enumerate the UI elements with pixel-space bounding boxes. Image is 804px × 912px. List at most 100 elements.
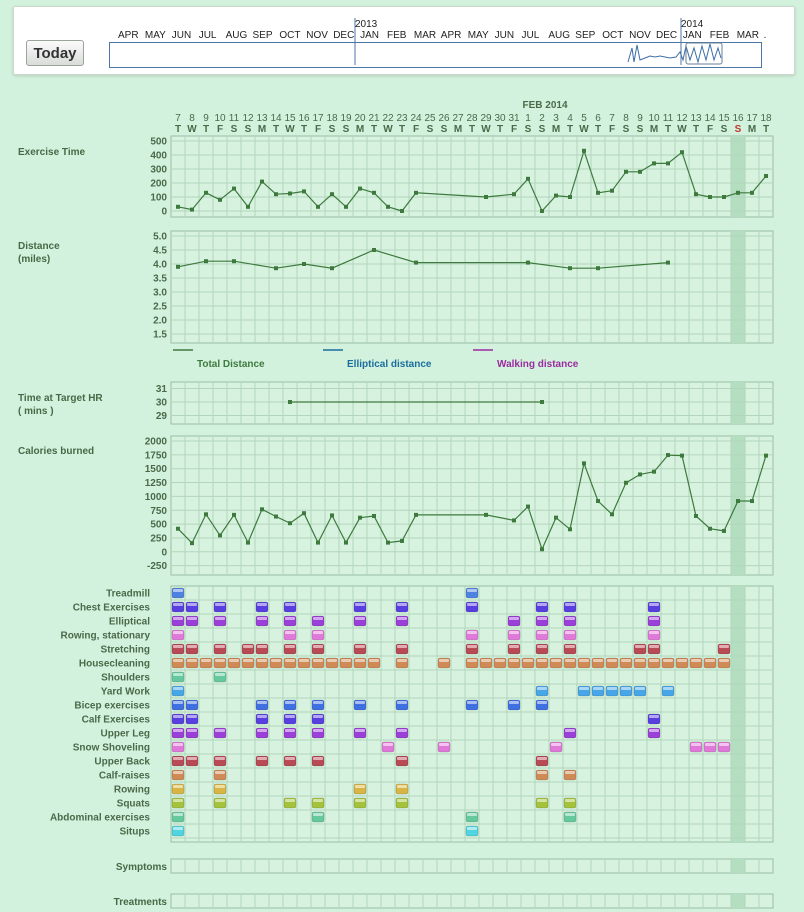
- activity-marker-highlight: [397, 757, 407, 760]
- activity-marker-highlight: [355, 785, 365, 788]
- y-tick-label: 29: [156, 411, 168, 422]
- activity-marker-highlight: [691, 743, 701, 746]
- activity-marker-highlight: [397, 785, 407, 788]
- navigator-overview[interactable]: APR MAY JUN JUL AUG SEP OCT NOV DEC JAN FEB MAR APR M…: [118, 18, 766, 65]
- activity-marker-highlight: [537, 757, 547, 760]
- activity-marker-highlight: [285, 715, 295, 718]
- day-number-label: 18: [760, 113, 772, 124]
- weekday-label: T: [371, 124, 377, 135]
- nav-month-label: JUL: [522, 30, 540, 41]
- activity-marker-highlight: [257, 701, 267, 704]
- activity-marker-highlight: [635, 645, 645, 648]
- weekday-label: T: [273, 124, 279, 135]
- panel-background: [170, 585, 774, 843]
- activity-marker-highlight: [187, 757, 197, 760]
- exercise-time-point: [204, 190, 208, 195]
- activity-marker-highlight: [439, 743, 449, 746]
- y-tick-label: 100: [150, 193, 167, 204]
- day-number-label: 13: [256, 113, 268, 124]
- activity-marker-highlight: [565, 645, 575, 648]
- activity-marker-highlight: [523, 659, 533, 662]
- distance-legend: Total Distance Elliptical distance Walki…: [173, 349, 579, 370]
- activity-marker-highlight: [215, 785, 225, 788]
- y-tick-label: 2.5: [153, 302, 167, 313]
- y-tick-label: 2000: [145, 437, 168, 448]
- weekday-label: M: [552, 124, 560, 135]
- calories-point: [624, 480, 628, 485]
- target-hr-panel: Time at Target HR ( mins ): [18, 393, 103, 417]
- activity-marker-highlight: [355, 617, 365, 620]
- day-number-label: 23: [396, 113, 408, 124]
- day-number-label: 16: [732, 113, 744, 124]
- weekday-label: M: [454, 124, 462, 135]
- y-tick-label: 300: [150, 165, 167, 176]
- legend-total-label: Total Distance: [197, 359, 265, 370]
- activity-marker-highlight: [201, 659, 211, 662]
- activity-marker-highlight: [565, 813, 575, 816]
- exercise-time-point: [526, 176, 530, 181]
- activity-marker-highlight: [719, 743, 729, 746]
- y-tick-label: -250: [147, 561, 167, 572]
- weekday-label: F: [707, 124, 713, 135]
- weekday-label: F: [315, 124, 321, 135]
- activity-marker-highlight: [467, 701, 477, 704]
- activity-label: Shoulders: [101, 673, 150, 684]
- weekday-label: W: [285, 124, 295, 135]
- y-tick-label: 0: [161, 207, 167, 218]
- activity-marker-highlight: [467, 603, 477, 606]
- activity-marker-highlight: [579, 687, 589, 690]
- exercise-time-point: [610, 188, 614, 193]
- activity-marker-highlight: [467, 659, 477, 662]
- day-number-label: 5: [581, 113, 587, 124]
- activity-marker-highlight: [271, 659, 281, 662]
- weekday-label: T: [763, 124, 769, 135]
- activity-label: Yard Work: [101, 687, 151, 698]
- activity-marker-highlight: [173, 603, 183, 606]
- day-number-label: 11: [663, 113, 674, 124]
- activity-label: Rowing, stationary: [61, 631, 151, 642]
- timeline-scrubber[interactable]: [109, 42, 762, 68]
- y-tick-label: 500: [150, 137, 167, 148]
- weekday-label: W: [383, 124, 393, 135]
- symptoms-row: [170, 858, 774, 874]
- day-number-label: 9: [637, 113, 643, 124]
- day-number-label: 8: [189, 113, 195, 124]
- day-number-label: 30: [494, 113, 506, 124]
- day-number-label: 22: [382, 113, 394, 124]
- activity-marker-highlight: [285, 603, 295, 606]
- activity-marker-highlight: [355, 645, 365, 648]
- activity-marker-highlight: [355, 799, 365, 802]
- activity-marker-highlight: [649, 659, 659, 662]
- nav-month-label: JUN: [172, 30, 191, 41]
- activity-marker-highlight: [565, 603, 575, 606]
- activity-marker-highlight: [537, 799, 547, 802]
- activity-marker-highlight: [649, 729, 659, 732]
- exercise-time-label: Exercise Time: [18, 147, 86, 158]
- exercise-time-point: [400, 209, 404, 213]
- activity-marker-highlight: [649, 645, 659, 648]
- day-number-label: 15: [284, 113, 296, 124]
- activity-marker-highlight: [355, 659, 365, 662]
- activity-marker-highlight: [397, 645, 407, 648]
- treatments-label: Treatments: [114, 897, 168, 908]
- calories-point: [596, 499, 600, 504]
- calories-point: [316, 540, 320, 545]
- exercise-time-point: [218, 197, 222, 202]
- today-button[interactable]: Today: [26, 40, 84, 66]
- calories-point: [344, 540, 348, 545]
- nav-month-label: AUG: [548, 30, 570, 41]
- y-tick-label: 500: [150, 520, 167, 531]
- activity-marker-highlight: [187, 715, 197, 718]
- activity-label: Chest Exercises: [73, 603, 151, 614]
- day-number-label: 12: [242, 113, 254, 124]
- weekday-label: W: [677, 124, 687, 135]
- total-distance-point: [330, 266, 334, 271]
- activity-marker-highlight: [173, 771, 183, 774]
- activity-marker-highlight: [467, 813, 477, 816]
- exercise-time-point: [568, 195, 572, 199]
- total-distance-point: [666, 260, 670, 265]
- activity-marker-highlight: [257, 715, 267, 718]
- y-tick-label: 4.5: [153, 246, 167, 257]
- activity-marker-highlight: [467, 827, 477, 830]
- calories-point: [750, 499, 754, 504]
